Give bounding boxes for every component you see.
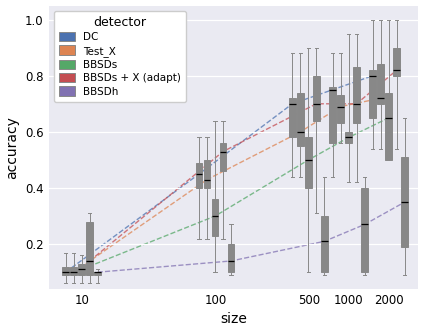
PathPatch shape: [212, 199, 218, 236]
PathPatch shape: [393, 48, 400, 76]
PathPatch shape: [289, 98, 296, 137]
PathPatch shape: [297, 93, 304, 146]
PathPatch shape: [94, 272, 101, 275]
PathPatch shape: [204, 160, 210, 188]
X-axis label: size: size: [220, 312, 247, 326]
PathPatch shape: [86, 222, 93, 275]
PathPatch shape: [313, 76, 320, 121]
Legend: DC, Test_X, BBSDs, BBSDs + X (adapt), BBSDh: DC, Test_X, BBSDs, BBSDs + X (adapt), BB…: [54, 11, 186, 102]
PathPatch shape: [78, 264, 85, 275]
PathPatch shape: [220, 143, 226, 171]
PathPatch shape: [377, 64, 384, 104]
PathPatch shape: [353, 67, 360, 124]
PathPatch shape: [228, 244, 234, 272]
PathPatch shape: [361, 188, 368, 272]
PathPatch shape: [305, 137, 312, 188]
PathPatch shape: [321, 216, 328, 272]
PathPatch shape: [329, 87, 336, 143]
PathPatch shape: [337, 95, 344, 124]
PathPatch shape: [62, 267, 69, 275]
PathPatch shape: [369, 70, 376, 118]
PathPatch shape: [196, 163, 203, 188]
PathPatch shape: [402, 157, 408, 247]
Y-axis label: accuracy: accuracy: [6, 116, 20, 179]
PathPatch shape: [345, 132, 352, 143]
PathPatch shape: [385, 93, 392, 160]
PathPatch shape: [70, 267, 77, 275]
